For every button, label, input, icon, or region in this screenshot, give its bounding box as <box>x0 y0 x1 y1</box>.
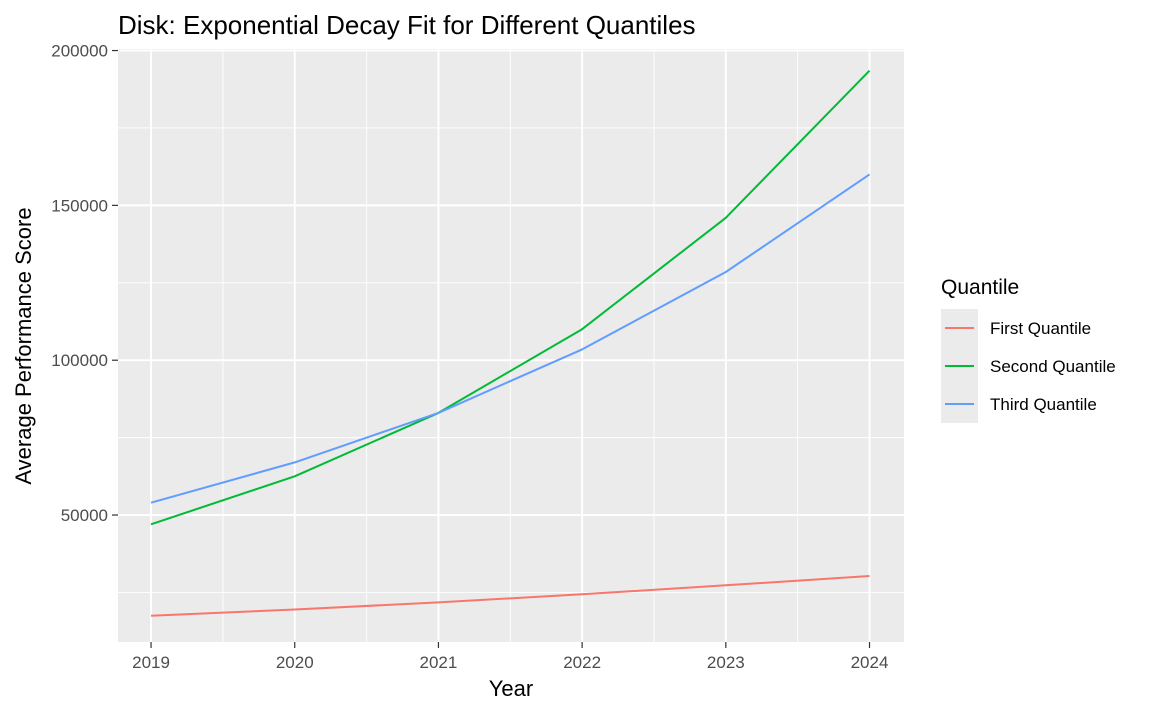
chart-marks <box>150 70 871 617</box>
y-tick-label: 100000 <box>51 351 108 370</box>
x-tick-label: 2022 <box>563 653 601 672</box>
chart-title: Disk: Exponential Decay Fit for Differen… <box>118 10 696 40</box>
y-tick-label: 200000 <box>51 42 108 61</box>
series-line-2 <box>150 70 871 526</box>
y-tick-label: 150000 <box>51 196 108 215</box>
x-tick-label: 2021 <box>420 653 458 672</box>
panel-background <box>118 49 904 642</box>
legend-label: Second Quantile <box>990 357 1116 376</box>
legend-items: First Quantile Second Quantile Third Quant… <box>941 309 1116 423</box>
x-axis-title: Year <box>489 676 533 701</box>
x-tick-label: 2020 <box>276 653 314 672</box>
legend-title: Quantile <box>941 276 1019 299</box>
x-tick-label: 2019 <box>132 653 170 672</box>
series-line-1 <box>150 575 870 617</box>
legend: Quantile First Quantile Second Quantile Th… <box>941 276 1116 423</box>
x-tick-label: 2024 <box>851 653 889 672</box>
x-tick-label: 2023 <box>707 653 745 672</box>
y-tick-label: 50000 <box>61 506 108 525</box>
legend-label: First Quantile <box>990 319 1091 338</box>
y-axis-title: Average Performance Score <box>11 207 36 484</box>
legend-label: Third Quantile <box>990 395 1097 414</box>
series-line-3 <box>150 173 871 504</box>
chart-axes: 2019 2020 2021 2022 2023 2024 50000 100000 15000… <box>51 42 888 672</box>
plot-panel <box>118 49 904 642</box>
